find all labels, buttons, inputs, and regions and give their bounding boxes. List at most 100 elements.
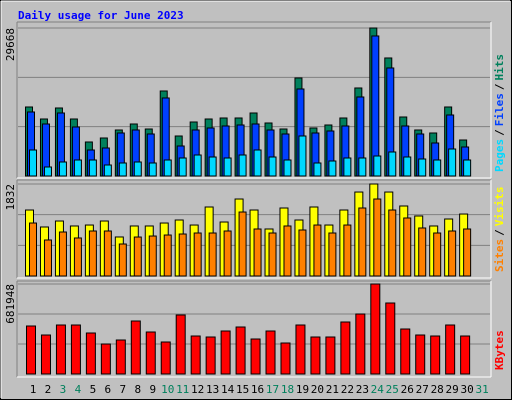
bar bbox=[370, 283, 381, 375]
bar bbox=[205, 336, 216, 375]
bar bbox=[283, 225, 292, 277]
bar bbox=[448, 148, 457, 177]
x-tick-label: 29 bbox=[446, 383, 459, 396]
bar bbox=[343, 224, 352, 277]
bar bbox=[58, 231, 67, 277]
bar bbox=[193, 154, 202, 177]
x-tick-label: 8 bbox=[134, 383, 141, 396]
legend-separator: / bbox=[493, 83, 506, 90]
bar bbox=[29, 222, 37, 277]
bar bbox=[328, 160, 337, 177]
x-tick-label: 17 bbox=[266, 383, 279, 396]
bar bbox=[73, 237, 82, 277]
x-tick-label: 10 bbox=[161, 383, 174, 396]
legend-label: Visits bbox=[493, 187, 506, 227]
bar bbox=[235, 326, 246, 375]
x-tick-label: 12 bbox=[191, 383, 204, 396]
y-tick-label: 1832 bbox=[4, 184, 17, 211]
bar bbox=[265, 330, 276, 375]
bar bbox=[310, 336, 321, 375]
bar bbox=[145, 331, 156, 375]
x-tick-label: 27 bbox=[416, 383, 429, 396]
bar bbox=[340, 321, 351, 375]
bar bbox=[463, 228, 472, 277]
bar bbox=[313, 162, 322, 177]
bar bbox=[250, 338, 261, 375]
bar bbox=[88, 159, 97, 177]
bar bbox=[418, 158, 427, 177]
bar bbox=[238, 211, 247, 277]
bar bbox=[373, 155, 382, 177]
bar bbox=[208, 156, 217, 177]
bar bbox=[388, 209, 397, 277]
x-tick-label: 13 bbox=[206, 383, 219, 396]
bar bbox=[388, 151, 397, 177]
bar bbox=[460, 335, 471, 375]
legend-label: Pages bbox=[493, 139, 506, 172]
bar bbox=[133, 161, 142, 177]
bar bbox=[43, 239, 52, 277]
bar bbox=[163, 159, 172, 177]
bar bbox=[253, 228, 262, 277]
bar bbox=[103, 164, 112, 177]
legend-separator: / bbox=[493, 229, 506, 236]
x-tick-label: 9 bbox=[149, 383, 156, 396]
chart-title: Daily usage for June 2023 bbox=[18, 9, 184, 22]
x-tick-label: 28 bbox=[431, 383, 444, 396]
x-tick-label: 7 bbox=[120, 383, 127, 396]
bar bbox=[418, 227, 427, 277]
x-tick-label: 30 bbox=[461, 383, 474, 396]
bar bbox=[220, 330, 231, 375]
bar bbox=[415, 334, 426, 375]
x-tick-label: 24 bbox=[371, 383, 385, 396]
x-tick-label: 2 bbox=[45, 383, 52, 396]
bar bbox=[85, 332, 96, 375]
bar bbox=[88, 230, 97, 277]
x-tick-label: 15 bbox=[236, 383, 249, 396]
bar bbox=[115, 339, 126, 375]
bar bbox=[280, 342, 291, 375]
bar bbox=[29, 149, 37, 177]
bar bbox=[358, 157, 367, 177]
bar bbox=[148, 235, 157, 277]
bar bbox=[40, 334, 51, 375]
bar bbox=[430, 335, 441, 375]
x-tick-label: 21 bbox=[326, 383, 339, 396]
x-tick-label: 5 bbox=[90, 383, 97, 396]
legend-label: Sites bbox=[493, 239, 506, 272]
bar bbox=[223, 230, 232, 277]
x-tick-label: 23 bbox=[356, 383, 369, 396]
bar bbox=[463, 159, 472, 177]
bar bbox=[433, 232, 442, 277]
bar bbox=[118, 243, 127, 277]
legend-separator: / bbox=[493, 129, 506, 136]
bar bbox=[238, 154, 247, 177]
bar bbox=[373, 198, 382, 277]
bar bbox=[403, 156, 412, 177]
bar bbox=[355, 313, 366, 375]
bar bbox=[58, 161, 67, 177]
bar bbox=[328, 232, 337, 277]
x-tick-label: 4 bbox=[75, 383, 82, 396]
bar bbox=[208, 232, 217, 277]
bar bbox=[73, 159, 82, 177]
bar bbox=[253, 149, 262, 177]
bar bbox=[100, 343, 111, 375]
bar bbox=[163, 234, 172, 277]
x-tick-label: 1 bbox=[30, 383, 37, 396]
bar bbox=[148, 162, 157, 177]
bar bbox=[371, 35, 380, 177]
bar bbox=[70, 324, 81, 375]
bar bbox=[268, 232, 277, 277]
bar bbox=[358, 207, 367, 277]
y-tick-label: 681948 bbox=[4, 284, 17, 324]
bar bbox=[385, 302, 396, 375]
bar bbox=[298, 135, 307, 177]
bar bbox=[130, 320, 141, 375]
bar bbox=[178, 233, 187, 277]
x-tick-label: 20 bbox=[311, 383, 324, 396]
bar bbox=[223, 157, 232, 177]
bar bbox=[295, 324, 306, 375]
